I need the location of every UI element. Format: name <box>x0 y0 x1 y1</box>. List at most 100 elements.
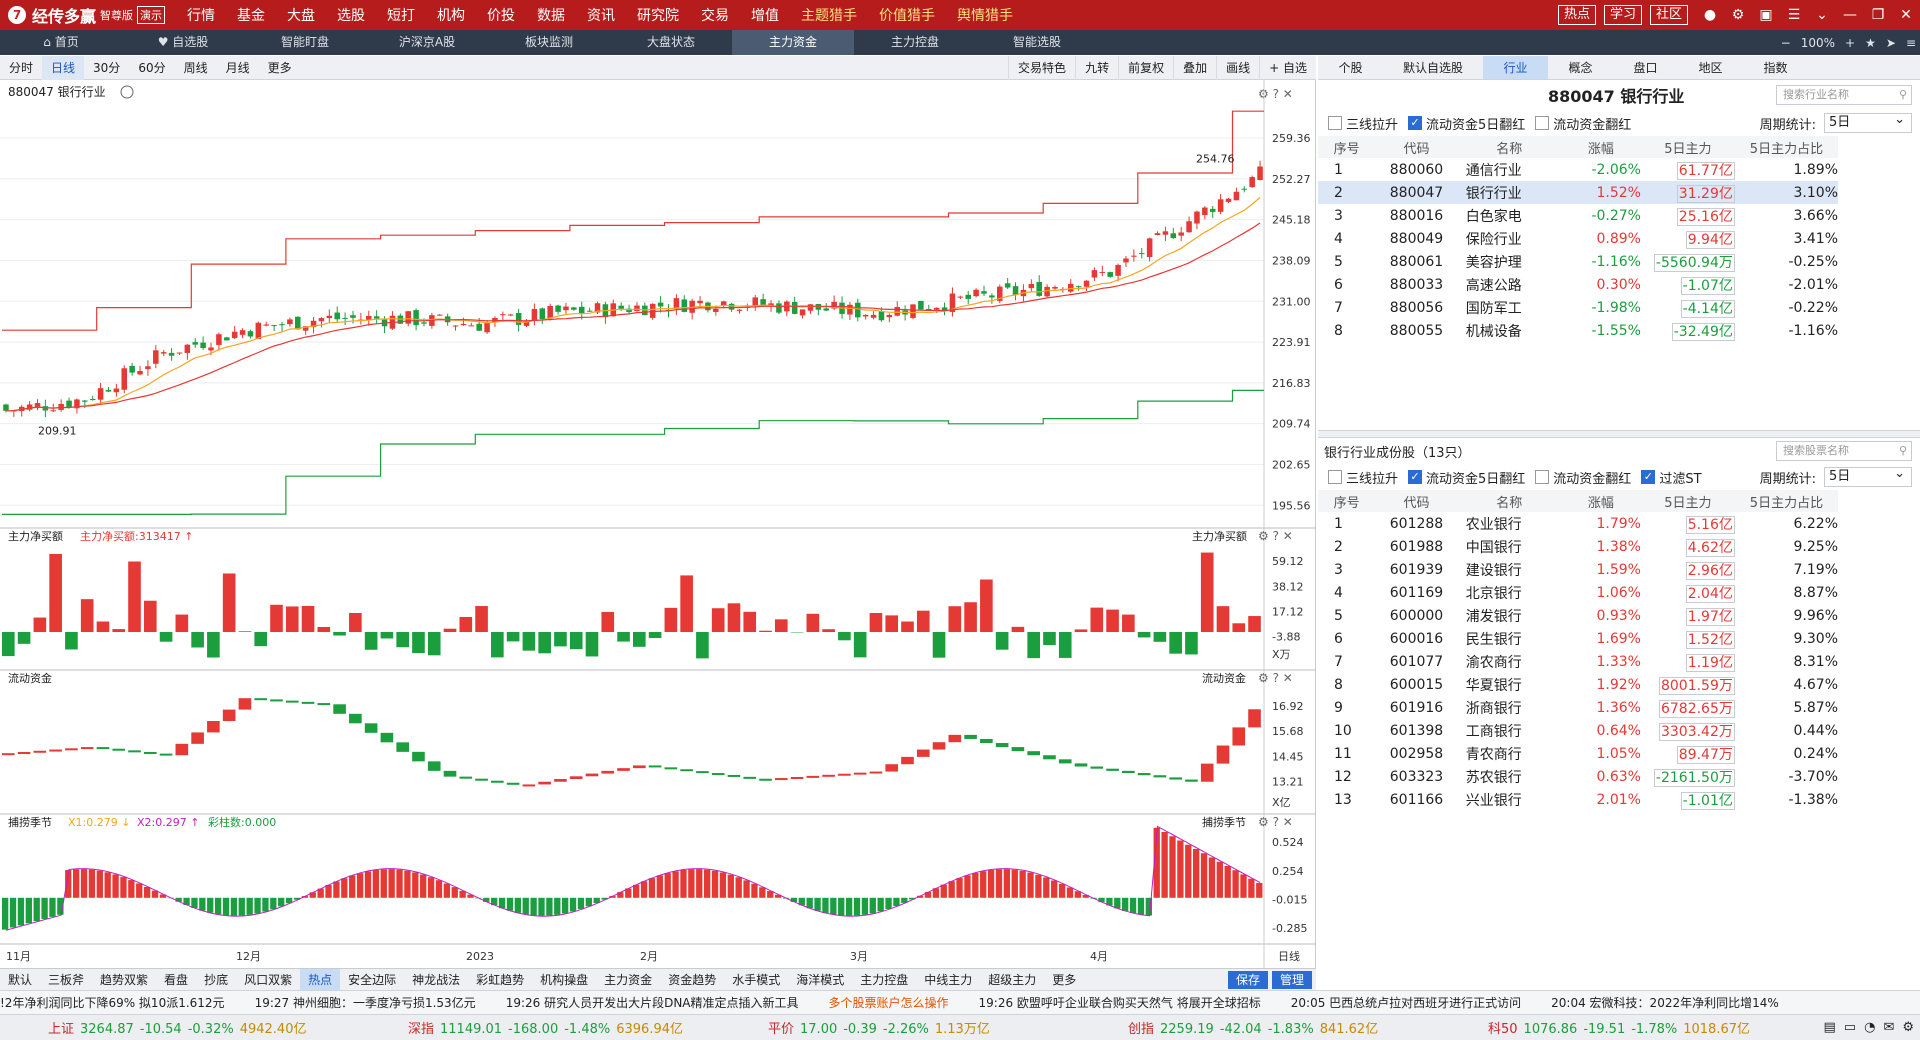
period-button[interactable]: 日线 <box>42 55 85 80</box>
index-item[interactable]: 上证 3264.87 -10.54 -0.32% 4942.40亿 <box>0 1018 360 1037</box>
close-icon[interactable]: ✕ <box>1900 7 1912 23</box>
template-button[interactable]: 机构操盘 <box>540 972 589 987</box>
search-icon[interactable]: ⚲ <box>1898 88 1907 101</box>
menu-item[interactable]: 行情 <box>187 8 215 24</box>
template-button[interactable]: 热点 <box>300 968 341 991</box>
chart-tool-button[interactable]: + 自选 <box>1259 56 1316 80</box>
settings-icon[interactable]: ⚙ <box>1902 1020 1914 1035</box>
chart-tool-button[interactable]: 交易特色 <box>1008 56 1075 80</box>
filter-checkbox[interactable]: ✓ 流动资金5日翻红 <box>1408 114 1525 133</box>
tab-menu-icon[interactable]: ≡ <box>1905 35 1916 50</box>
stock-search-input[interactable]: 搜索股票名称 ⚲ <box>1776 441 1912 461</box>
subchart-icons[interactable]: ⚙ ? ✕ <box>1258 529 1293 543</box>
table-row[interactable]: 13 601166 兴业银行 2.01% -1.01亿 -1.38% <box>1318 788 1838 811</box>
menu-item[interactable]: 主题猎手 <box>801 8 857 24</box>
template-button[interactable]: 彩虹趋势 <box>476 972 525 987</box>
period-button[interactable]: 更多 <box>267 60 292 75</box>
template-button[interactable]: 抄底 <box>204 972 229 987</box>
menu-item[interactable]: 选股 <box>337 8 365 24</box>
table-row[interactable]: 4 880049 保险行业 0.89% 9.94亿 3.41% <box>1318 227 1838 250</box>
template-button[interactable]: 神龙战法 <box>412 972 461 987</box>
panel-gear-icon[interactable]: ⚙ ? ✕ <box>1258 87 1293 101</box>
panel-divider[interactable] <box>1318 430 1920 438</box>
menu-item[interactable]: 交易 <box>701 8 729 24</box>
news-item[interactable]: 19:26 研究人员开发出大片段DNA精准定点插入新工具 <box>505 996 799 1010</box>
tab-item[interactable]: 沪深京A股 <box>366 30 488 55</box>
table-row[interactable]: 1 601288 农业银行 1.79% 5.16亿 6.22% <box>1318 512 1838 535</box>
table-row[interactable]: 5 600000 浦发银行 0.93% 1.97亿 9.96% <box>1318 604 1838 627</box>
template-button[interactable]: 趋势双紫 <box>100 972 149 987</box>
filter-checkbox[interactable]: 流动资金翻红 <box>1535 114 1631 133</box>
menu-item[interactable]: 价值猎手 <box>879 8 935 24</box>
title-dropdown-icon[interactable] <box>120 85 134 99</box>
column-header[interactable]: 5日主力 <box>1640 490 1735 512</box>
column-header[interactable]: 5日主力 <box>1640 136 1735 158</box>
subchart-icons[interactable]: ⚙ ? ✕ <box>1258 815 1293 829</box>
column-header[interactable]: 名称 <box>1457 490 1561 512</box>
filter-checkbox[interactable]: 三线拉升 <box>1328 468 1398 487</box>
user-icon[interactable]: ● <box>1703 7 1717 23</box>
calculator-icon[interactable]: ▤ <box>1823 1020 1836 1035</box>
news-item[interactable]: 20:04 宏微科技：2022年净利同比增14% <box>1551 996 1779 1010</box>
community-button[interactable]: 社区 <box>1649 5 1688 25</box>
tab-item[interactable]: 智能选股 <box>976 30 1098 55</box>
table-row[interactable]: 3 601939 建设银行 1.59% 2.96亿 7.19% <box>1318 558 1838 581</box>
chart-tool-button[interactable]: 前复权 <box>1118 56 1173 80</box>
news-item[interactable]: 19:26 欧盟呼吁企业联合购买天然气 将展开全球招标 <box>978 996 1261 1010</box>
template-button[interactable]: 默认 <box>8 972 33 987</box>
filter-checkbox[interactable]: ✓ 过滤ST <box>1641 468 1702 487</box>
news-item[interactable]: 多个股票账户怎么操作 <box>828 996 949 1010</box>
template-button[interactable]: 超级主力 <box>988 972 1037 987</box>
column-header[interactable]: 序号 <box>1318 490 1376 512</box>
table-row[interactable]: 1 880060 通信行业 -2.06% 61.77亿 1.89% <box>1318 158 1838 181</box>
learn-button[interactable]: 学习 <box>1603 5 1642 25</box>
zoom-out-icon[interactable]: − <box>1780 35 1791 50</box>
template-button[interactable]: 中线主力 <box>924 972 973 987</box>
save-button[interactable]: 保存 <box>1227 970 1268 989</box>
filter-checkbox[interactable]: ✓ 流动资金5日翻红 <box>1408 468 1525 487</box>
tab-item[interactable]: 大盘状态 <box>610 30 732 55</box>
period-button[interactable]: 30分 <box>93 60 121 75</box>
column-header[interactable]: 涨幅 <box>1560 136 1641 158</box>
column-header[interactable]: 序号 <box>1318 136 1376 158</box>
index-item[interactable]: 科50 1076.86 -19.51 -1.78% 1018.67亿 <box>1440 1018 1800 1037</box>
column-header[interactable]: 名称 <box>1457 136 1561 158</box>
maximize-icon[interactable]: ❐ <box>1871 7 1885 23</box>
period-button[interactable]: 分时 <box>9 60 34 75</box>
template-button[interactable]: 主力控盘 <box>860 972 909 987</box>
search-icon[interactable]: ⚲ <box>1898 444 1907 457</box>
column-header[interactable]: 5日主力占比 <box>1734 490 1838 512</box>
bell-icon[interactable]: ◔ <box>1864 1020 1876 1035</box>
menu-item[interactable]: 研究院 <box>637 8 679 24</box>
column-header[interactable]: 涨幅 <box>1560 490 1641 512</box>
menu-item[interactable]: 大盘 <box>287 8 315 24</box>
index-item[interactable]: 平价 17.00 -0.39 -2.26% 1.13万亿 <box>720 1018 1080 1037</box>
table-row[interactable]: 7 880056 国防军工 -1.98% -4.14亿 -0.22% <box>1318 296 1838 319</box>
minimize-icon[interactable]: — <box>1843 7 1857 23</box>
chevron-down-icon[interactable]: ⌄ <box>1816 7 1828 23</box>
panel-tab[interactable]: 个股 <box>1338 61 1363 75</box>
panel-tab[interactable]: 地区 <box>1698 61 1723 75</box>
template-button[interactable]: 安全边际 <box>348 972 397 987</box>
checkbox-icon[interactable] <box>1535 116 1550 130</box>
skin-icon[interactable]: ▣ <box>1759 7 1773 23</box>
checkbox-icon[interactable]: ✓ <box>1641 470 1656 484</box>
panel-tab[interactable]: 行业 <box>1483 56 1548 79</box>
template-button[interactable]: 主力资金 <box>604 972 653 987</box>
table-row[interactable]: 2 601988 中国银行 1.38% 4.62亿 9.25% <box>1318 535 1838 558</box>
filter-checkbox[interactable]: 流动资金翻红 <box>1535 468 1631 487</box>
period-button[interactable]: 60分 <box>138 60 166 75</box>
star-icon[interactable]: ★ <box>1865 35 1876 50</box>
period-select[interactable]: 5日 <box>1824 111 1912 133</box>
template-button[interactable]: 海洋模式 <box>796 972 845 987</box>
table-row[interactable]: 10 601398 工商银行 0.64% 3303.42万 0.44% <box>1318 719 1838 742</box>
zoom-in-icon[interactable]: + <box>1845 35 1856 50</box>
chat-icon[interactable]: ✉ <box>1883 1020 1895 1035</box>
period-button[interactable]: 月线 <box>225 60 250 75</box>
panel-tab[interactable]: 概念 <box>1568 61 1593 75</box>
menu-item[interactable]: 资讯 <box>587 8 615 24</box>
column-header[interactable]: 代码 <box>1375 136 1458 158</box>
template-button[interactable]: 更多 <box>1052 972 1077 987</box>
chart-tool-button[interactable]: 画线 <box>1216 56 1259 80</box>
subchart-icons[interactable]: ⚙ ? ✕ <box>1258 671 1293 685</box>
